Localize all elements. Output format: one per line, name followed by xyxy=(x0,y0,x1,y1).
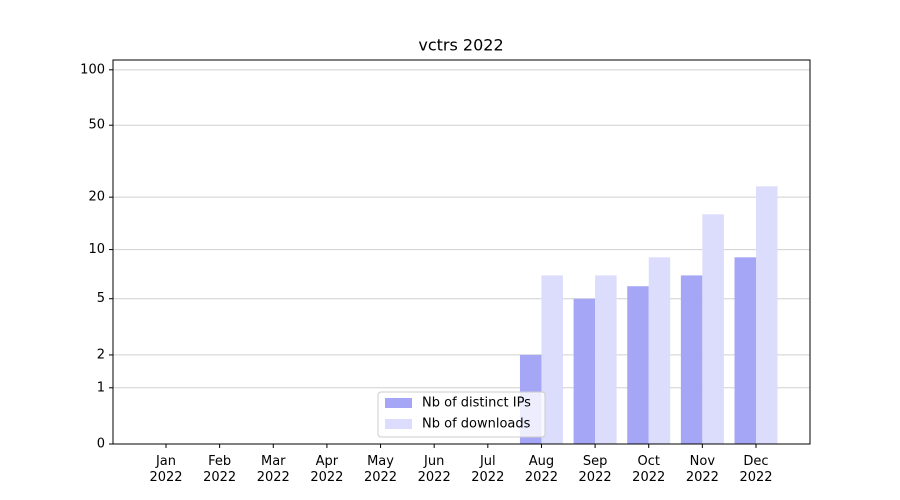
bar xyxy=(627,286,649,444)
legend-label: Nb of downloads xyxy=(422,417,531,432)
x-tick-label: Feb 2022 xyxy=(203,454,236,485)
bar xyxy=(680,275,703,444)
x-tick-label: Nov 2022 xyxy=(686,454,719,485)
bar xyxy=(702,214,724,444)
x-tick-label: Jun 2022 xyxy=(418,454,451,485)
legend-swatch xyxy=(385,419,412,429)
y-tick-label: 50 xyxy=(88,118,105,133)
y-tick-label: 1 xyxy=(97,380,105,395)
bar xyxy=(573,298,596,444)
legend-label: Nb of distinct IPs xyxy=(422,396,531,411)
y-tick-label: 10 xyxy=(88,242,105,257)
x-tick-label: Apr 2022 xyxy=(310,454,343,485)
x-tick-label: Jul 2022 xyxy=(471,454,504,485)
legend-box xyxy=(377,391,546,438)
legend-swatch xyxy=(385,398,412,408)
bar xyxy=(648,257,671,444)
x-tick-label: Dec 2022 xyxy=(739,454,772,485)
y-tick-label: 0 xyxy=(97,437,105,452)
x-tick-label: Aug 2022 xyxy=(525,454,558,485)
y-tick-label: 100 xyxy=(80,62,105,77)
bar xyxy=(541,275,563,444)
x-tick-label: May 2022 xyxy=(364,454,397,485)
y-tick-label: 20 xyxy=(88,190,105,205)
bar xyxy=(734,257,756,444)
x-tick-label: Oct 2022 xyxy=(632,454,665,485)
plot-frame xyxy=(112,59,811,445)
y-tick-label: 2 xyxy=(97,347,105,362)
x-tick-label: Sep 2022 xyxy=(579,454,612,485)
x-tick-label: Mar 2022 xyxy=(257,454,290,485)
x-tick-label: Jan 2022 xyxy=(149,454,182,485)
bar xyxy=(595,275,617,444)
bar xyxy=(756,186,778,444)
y-tick-label: 5 xyxy=(97,291,105,306)
chart-title: vctrs 2022 xyxy=(418,36,503,55)
